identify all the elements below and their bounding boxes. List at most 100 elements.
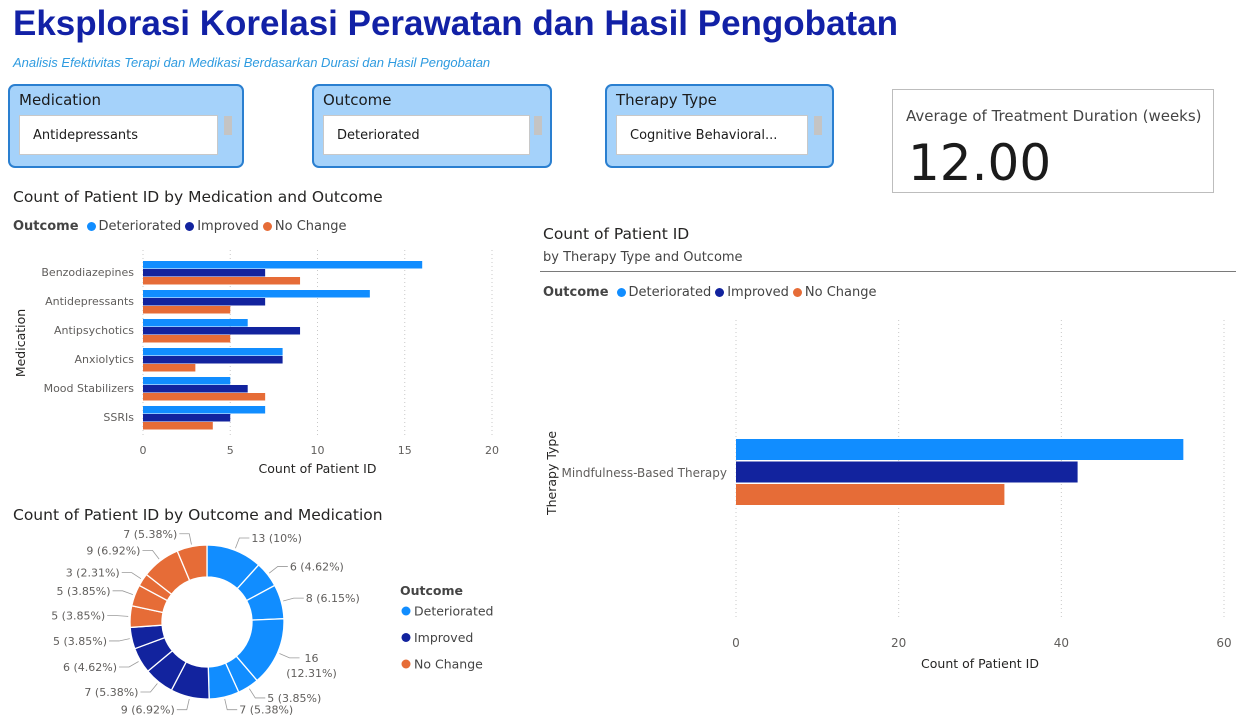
donut-slice-no-change[interactable] xyxy=(176,544,208,582)
bar-improved[interactable] xyxy=(143,298,266,306)
bar-no-change[interactable] xyxy=(143,306,231,314)
bar-improved[interactable] xyxy=(736,461,1078,483)
slicer-outcome-scrollbar[interactable] xyxy=(534,116,542,135)
donut-data-label: 5 (3.85%) xyxy=(57,585,111,598)
page-title: Eksplorasi Korelasi Perawatan dan Hasil … xyxy=(13,4,899,43)
legend-item-deteriorated[interactable]: Deteriorated xyxy=(86,219,182,234)
y-category-label: Antidepressants xyxy=(45,295,134,308)
donut-leader-line xyxy=(249,688,266,699)
donut-leader-line xyxy=(112,590,134,596)
donut-legend-label[interactable]: No Change xyxy=(414,657,483,672)
y-category-label: SSRIs xyxy=(103,411,134,424)
legend-dot-icon xyxy=(401,633,411,642)
bar-improved[interactable] xyxy=(143,327,301,335)
kpi-card-value: 12.00 xyxy=(908,134,1052,192)
x-tick-label: 15 xyxy=(398,444,412,457)
donut-leader-line xyxy=(140,683,158,693)
bar-improved[interactable] xyxy=(143,356,283,364)
donut-data-label: 5 (3.85%) xyxy=(267,692,321,705)
bar-improved[interactable] xyxy=(143,269,266,277)
legend-dot-icon xyxy=(401,659,411,669)
legend-item-no-change[interactable]: No Change xyxy=(792,285,877,300)
slicer-medication[interactable]: Medication Antidepressants xyxy=(8,84,244,168)
bar-deteriorated[interactable] xyxy=(736,439,1184,460)
slicer-medication-dropdown[interactable]: Antidepressants xyxy=(19,115,218,155)
bar-no-change[interactable] xyxy=(143,422,213,430)
chart-medication-outcome[interactable]: 0 5 10 15 20 Benzodiazepines Antidepressants An… xyxy=(0,240,510,480)
legend-label: Improved xyxy=(197,219,259,234)
slicer-outcome-dropdown[interactable]: Deteriorated xyxy=(323,115,530,155)
chart-therapy-title: Count of Patient ID xyxy=(543,225,690,243)
legend-dot-icon xyxy=(86,222,96,231)
legend-title: Outcome xyxy=(13,219,79,234)
donut-data-label: 5 (3.85%) xyxy=(51,610,105,623)
chart-therapy-legend[interactable]: Outcome Deteriorated Improved No Change xyxy=(543,285,881,300)
bar-deteriorated[interactable] xyxy=(143,290,370,298)
bar-no-change[interactable] xyxy=(736,484,1005,505)
chart-donut-title: Count of Patient ID by Outcome and Medic… xyxy=(13,506,383,524)
bar-deteriorated[interactable] xyxy=(143,261,423,269)
chart-medication-title: Count of Patient ID by Medication and Ou… xyxy=(13,188,383,206)
bar-deteriorated[interactable] xyxy=(143,319,248,327)
donut-leader-line xyxy=(268,566,288,574)
bar-no-change[interactable] xyxy=(143,277,301,285)
y-category-label: Mood Stabilizers xyxy=(44,382,135,395)
donut-leader-line xyxy=(119,661,139,668)
legend-dot-icon xyxy=(401,606,411,616)
bar-deteriorated[interactable] xyxy=(143,406,266,414)
legend-label: No Change xyxy=(804,285,877,300)
x-tick-label: 5 xyxy=(227,444,234,457)
donut-data-label: 8 (6.15%) xyxy=(306,592,360,605)
x-tick-label: 10 xyxy=(311,444,325,457)
donut-leader-line xyxy=(283,597,304,602)
legend-label: Deteriorated xyxy=(98,219,182,234)
slicer-therapy-type-dropdown[interactable]: Cognitive Behavioral... xyxy=(616,115,808,155)
slicer-outcome[interactable]: Outcome Deteriorated xyxy=(312,84,552,168)
x-tick-label: 0 xyxy=(732,636,740,650)
donut-leader-line xyxy=(179,533,192,545)
slicer-medication-scrollbar[interactable] xyxy=(224,116,232,135)
legend-title: Outcome xyxy=(543,285,609,300)
slicer-outcome-value: Deteriorated xyxy=(337,128,420,143)
bar-no-change[interactable] xyxy=(143,335,231,343)
x-tick-label: 20 xyxy=(891,636,906,650)
slicer-therapy-type-scrollbar[interactable] xyxy=(814,116,822,135)
bar-deteriorated[interactable] xyxy=(143,377,231,385)
bar-deteriorated[interactable] xyxy=(143,348,283,356)
slicer-therapy-type-value: Cognitive Behavioral... xyxy=(630,128,778,143)
donut-leader-line xyxy=(176,698,190,711)
slicer-medication-label: Medication xyxy=(19,91,102,109)
legend-item-improved[interactable]: Improved xyxy=(185,219,259,234)
legend-dot-icon xyxy=(185,222,195,231)
x-tick-label: 20 xyxy=(485,444,499,457)
y-axis-title: Therapy Type xyxy=(544,431,559,516)
donut-data-label: 3 (2.31%) xyxy=(66,567,120,580)
donut-data-label: 7 (5.38%) xyxy=(123,530,177,541)
slicer-medication-value: Antidepressants xyxy=(33,128,139,143)
donut-data-label: 7 (5.38%) xyxy=(84,686,138,699)
donut-data-label: 13 (10%) xyxy=(251,532,302,545)
slicer-therapy-type-label: Therapy Type xyxy=(616,91,717,109)
chart-therapy-outcome[interactable]: 0 20 40 60 Mindfulness-Based Therapy Count of… xyxy=(530,300,1250,680)
bar-no-change[interactable] xyxy=(143,364,196,372)
chart-medication-legend[interactable]: Outcome Deteriorated Improved No Change xyxy=(13,219,351,234)
donut-leader-line xyxy=(107,615,129,617)
donut-data-label: 9 (6.92%) xyxy=(121,704,175,717)
donut-data-label: 9 (6.92%) xyxy=(86,544,140,557)
slicer-therapy-type[interactable]: Therapy Type Cognitive Behavioral... xyxy=(605,84,834,168)
x-tick-label: 40 xyxy=(1054,636,1069,650)
donut-legend-label[interactable]: Deteriorated xyxy=(414,604,494,619)
donut-legend-label[interactable]: Improved xyxy=(414,630,473,645)
legend-item-deteriorated[interactable]: Deteriorated xyxy=(616,285,711,300)
bar-improved[interactable] xyxy=(143,414,231,422)
legend-item-no-change[interactable]: No Change xyxy=(262,219,347,234)
donut-leader-line xyxy=(142,550,160,560)
bar-improved[interactable] xyxy=(143,385,248,393)
bar-no-change[interactable] xyxy=(143,393,266,401)
chart-outcome-donut[interactable]: 13 (10%) 6 (4.62%) 8 (6.15%) 16 (12.31%) 5 (3… xyxy=(0,530,520,721)
legend-dot-icon xyxy=(715,288,725,297)
legend-dot-icon xyxy=(616,288,626,297)
y-category-label: Anxiolytics xyxy=(74,353,134,366)
y-category-label: Antipsychotics xyxy=(54,324,134,337)
legend-item-improved[interactable]: Improved xyxy=(715,285,789,300)
